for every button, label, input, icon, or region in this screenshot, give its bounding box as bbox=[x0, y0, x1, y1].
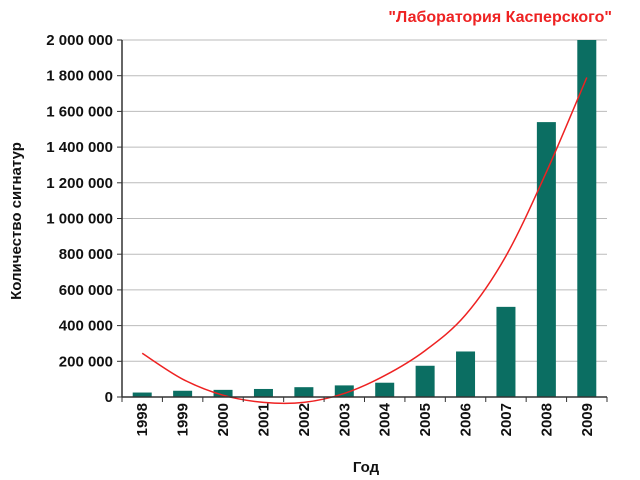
bar-2008 bbox=[536, 122, 556, 398]
bar-2006 bbox=[456, 351, 476, 397]
bar-2001 bbox=[253, 388, 273, 397]
bar-2000 bbox=[213, 389, 233, 397]
bar-1999 bbox=[173, 390, 193, 397]
x-tick-label-2009: 2009 bbox=[579, 403, 596, 436]
y-tick-label: 200 000 bbox=[59, 353, 113, 370]
x-tick-label-2008: 2008 bbox=[538, 403, 555, 436]
y-tick-label: 1 800 000 bbox=[46, 68, 113, 85]
x-tick-labels: 1998 1999 2000 2001 2002 2003 2004 2005 2006 2007… bbox=[121, 397, 608, 436]
x-tick-label-2000: 2000 bbox=[215, 403, 232, 436]
x-tick-label-2004: 2004 bbox=[377, 402, 394, 436]
bar-2004 bbox=[375, 382, 395, 397]
bar-1998 bbox=[132, 392, 152, 397]
x-tick-label-2007: 2007 bbox=[498, 403, 515, 436]
bar-2009 bbox=[577, 40, 597, 397]
x-tick-label-2006: 2006 bbox=[458, 403, 475, 436]
bar-2002 bbox=[294, 387, 314, 397]
x-tick-label-2001: 2001 bbox=[255, 403, 272, 436]
y-tick-label: 0 bbox=[105, 389, 113, 406]
x-tick-label-1998: 1998 bbox=[134, 403, 151, 436]
grid bbox=[117, 39, 607, 398]
y-tick-label: 1 400 000 bbox=[46, 139, 113, 156]
bar-2007 bbox=[496, 306, 516, 397]
y-tick-label: 1 600 000 bbox=[46, 103, 113, 120]
x-tick-label-2003: 2003 bbox=[336, 403, 353, 436]
y-tick-label: 1 000 000 bbox=[46, 211, 113, 228]
y-tick-label: 2 000 000 bbox=[46, 32, 113, 49]
y-tick-label: 800 000 bbox=[59, 246, 113, 263]
x-tick-label-1999: 1999 bbox=[175, 403, 192, 436]
trendline-layer bbox=[141, 77, 588, 405]
chart-title: "Лаборатория Касперского" bbox=[388, 9, 612, 26]
trendline bbox=[141, 77, 588, 405]
bar-2003 bbox=[334, 385, 354, 397]
x-axis-title: Год bbox=[353, 459, 380, 476]
y-tick-label: 600 000 bbox=[59, 282, 113, 299]
y-axis-title: Количество сигнатур bbox=[8, 142, 25, 300]
y-tick-labels: 0 200 000 400 000 600 000 800 000 1 000 000 1 … bbox=[46, 32, 113, 406]
y-tick-label: 1 200 000 bbox=[46, 175, 113, 192]
y-tick-label: 400 000 bbox=[59, 318, 113, 335]
x-tick-label-2005: 2005 bbox=[417, 403, 434, 436]
x-tick-label-2002: 2002 bbox=[296, 403, 313, 436]
bars bbox=[132, 40, 597, 398]
bar-2005 bbox=[415, 365, 435, 397]
